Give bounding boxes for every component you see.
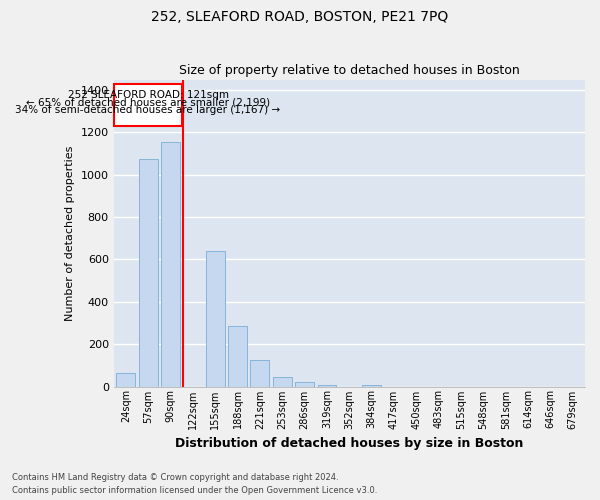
Bar [139,159,158,386]
Bar [250,360,269,386]
Text: 34% of semi-detached houses are larger (1,167) →: 34% of semi-detached houses are larger (… [16,105,281,115]
Text: 252 SLEAFORD ROAD: 121sqm: 252 SLEAFORD ROAD: 121sqm [68,90,229,100]
Bar [116,373,136,386]
Text: 252, SLEAFORD ROAD, BOSTON, PE21 7PQ: 252, SLEAFORD ROAD, BOSTON, PE21 7PQ [151,10,449,24]
Bar [206,251,225,386]
Y-axis label: Number of detached properties: Number of detached properties [65,146,75,320]
Bar [228,326,247,386]
Title: Size of property relative to detached houses in Boston: Size of property relative to detached ho… [179,64,520,77]
Text: ← 65% of detached houses are smaller (2,199): ← 65% of detached houses are smaller (2,… [26,98,270,108]
Text: Contains HM Land Registry data © Crown copyright and database right 2024.
Contai: Contains HM Land Registry data © Crown c… [12,474,377,495]
X-axis label: Distribution of detached houses by size in Boston: Distribution of detached houses by size … [175,437,524,450]
Bar [295,382,314,386]
Bar [273,377,292,386]
FancyBboxPatch shape [113,84,182,126]
Bar [161,142,180,386]
